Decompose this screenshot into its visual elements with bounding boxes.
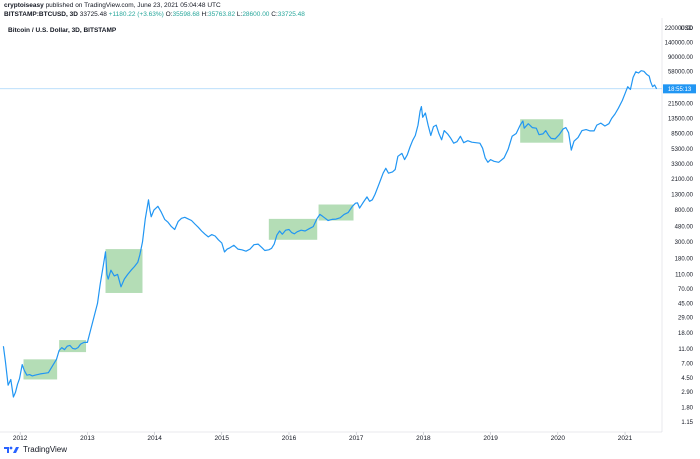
- tradingview-logo[interactable]: TradingView: [4, 445, 67, 454]
- y-tick-label: 800.00: [675, 208, 694, 214]
- author-name[interactable]: cryptoiseasy: [4, 2, 44, 9]
- last-price: 33725.48: [79, 11, 107, 18]
- x-tick-label: 2012: [13, 435, 28, 442]
- y-tick-label: 58000.00: [668, 69, 694, 75]
- y-tick-label: 220000.00: [665, 26, 694, 32]
- y-tick-label: 480.00: [675, 225, 694, 231]
- y-tick-label: 140000.00: [665, 41, 694, 47]
- y-tick-label: 2100.00: [671, 177, 693, 183]
- y-tick-label: 110.00: [675, 272, 694, 278]
- y-tick-label: 21500.00: [668, 101, 694, 107]
- y-tick-label: 1.80: [681, 406, 693, 412]
- high-value: 35763.82: [207, 11, 236, 18]
- low-label: L:: [236, 11, 243, 18]
- highlight-box-4[interactable]: [268, 218, 318, 240]
- y-tick-label: 70.00: [678, 287, 694, 293]
- price-badge-text: 18:55:13: [668, 87, 692, 93]
- price-change: +1180.22 (+3.63%): [108, 11, 164, 18]
- highlight-box-2[interactable]: [59, 340, 87, 353]
- y-tick-label: 300.00: [675, 240, 694, 246]
- low-value: 28600.00: [242, 11, 270, 18]
- x-tick-label: 2014: [147, 435, 162, 442]
- btc-price-series: [2, 70, 658, 398]
- y-tick-label: 8500.00: [671, 131, 693, 137]
- y-tick-label: 90000.00: [668, 55, 694, 61]
- publish-info: published on TradingView.com, June 23, 2…: [45, 2, 221, 9]
- tradingview-icon: [4, 446, 19, 453]
- close-value: 33725.48: [277, 11, 305, 18]
- currency-label: USD: [680, 26, 693, 32]
- x-tick-label: 2017: [349, 435, 364, 442]
- symbol: BITSTAMP:BTCUSD, 3D: [4, 11, 78, 18]
- y-tick-label: 3300.00: [671, 162, 693, 168]
- brand-text: TradingView: [23, 445, 68, 454]
- highlight-box-5[interactable]: [318, 204, 354, 221]
- x-tick-label: 2021: [618, 435, 633, 442]
- open-label: O:: [165, 11, 173, 18]
- highlight-box-1[interactable]: [23, 359, 58, 380]
- y-axis-ticks: 220000.00 140000.00 90000.00 58000.00 21500.…: [665, 26, 694, 426]
- y-tick-label: 1300.00: [671, 192, 693, 198]
- symbol-line: BITSTAMP:BTCUSD, 3D 33725.48 +1180.22 (+…: [4, 11, 305, 18]
- y-tick-label: 11.00: [678, 347, 693, 353]
- y-tick-label: 45.00: [678, 301, 694, 307]
- y-tick-label: 18.00: [678, 331, 694, 337]
- y-tick-label: 180.00: [675, 256, 694, 262]
- x-tick-label: 2019: [483, 435, 498, 442]
- y-tick-label: 2.90: [681, 390, 693, 396]
- close-label: C:: [271, 11, 278, 18]
- highlight-box-6[interactable]: [520, 119, 564, 143]
- x-tick-label: 2015: [215, 435, 230, 442]
- x-tick-label: 2018: [416, 435, 431, 442]
- y-tick-label: 13500.00: [668, 117, 694, 123]
- publisher-line: cryptoiseasy published on TradingView.co…: [4, 2, 221, 9]
- y-tick-label: 5300.00: [671, 147, 693, 153]
- price-label-badge: 18:55:13: [663, 84, 696, 94]
- x-tick-label: 2013: [80, 435, 95, 442]
- open-value: 35598.68: [172, 11, 200, 18]
- price-badge-bg: [663, 84, 696, 94]
- y-tick-label: 1.15: [681, 420, 693, 426]
- x-axis-ticks: 2012 2013 2014 2015 2016 2017 2018 2019 2020 2021: [13, 432, 633, 442]
- x-tick-label: 2016: [282, 435, 297, 442]
- y-tick-label: 29.00: [678, 316, 694, 322]
- y-tick-label: 7.00: [681, 362, 693, 368]
- high-label: H:: [201, 11, 208, 18]
- highlight-boxes: [23, 119, 564, 380]
- chart-title: Bitcoin / U.S. Dollar, 3D, BITSTAMP: [8, 27, 117, 34]
- x-tick-label: 2020: [551, 435, 566, 442]
- y-tick-label: 4.50: [681, 376, 693, 382]
